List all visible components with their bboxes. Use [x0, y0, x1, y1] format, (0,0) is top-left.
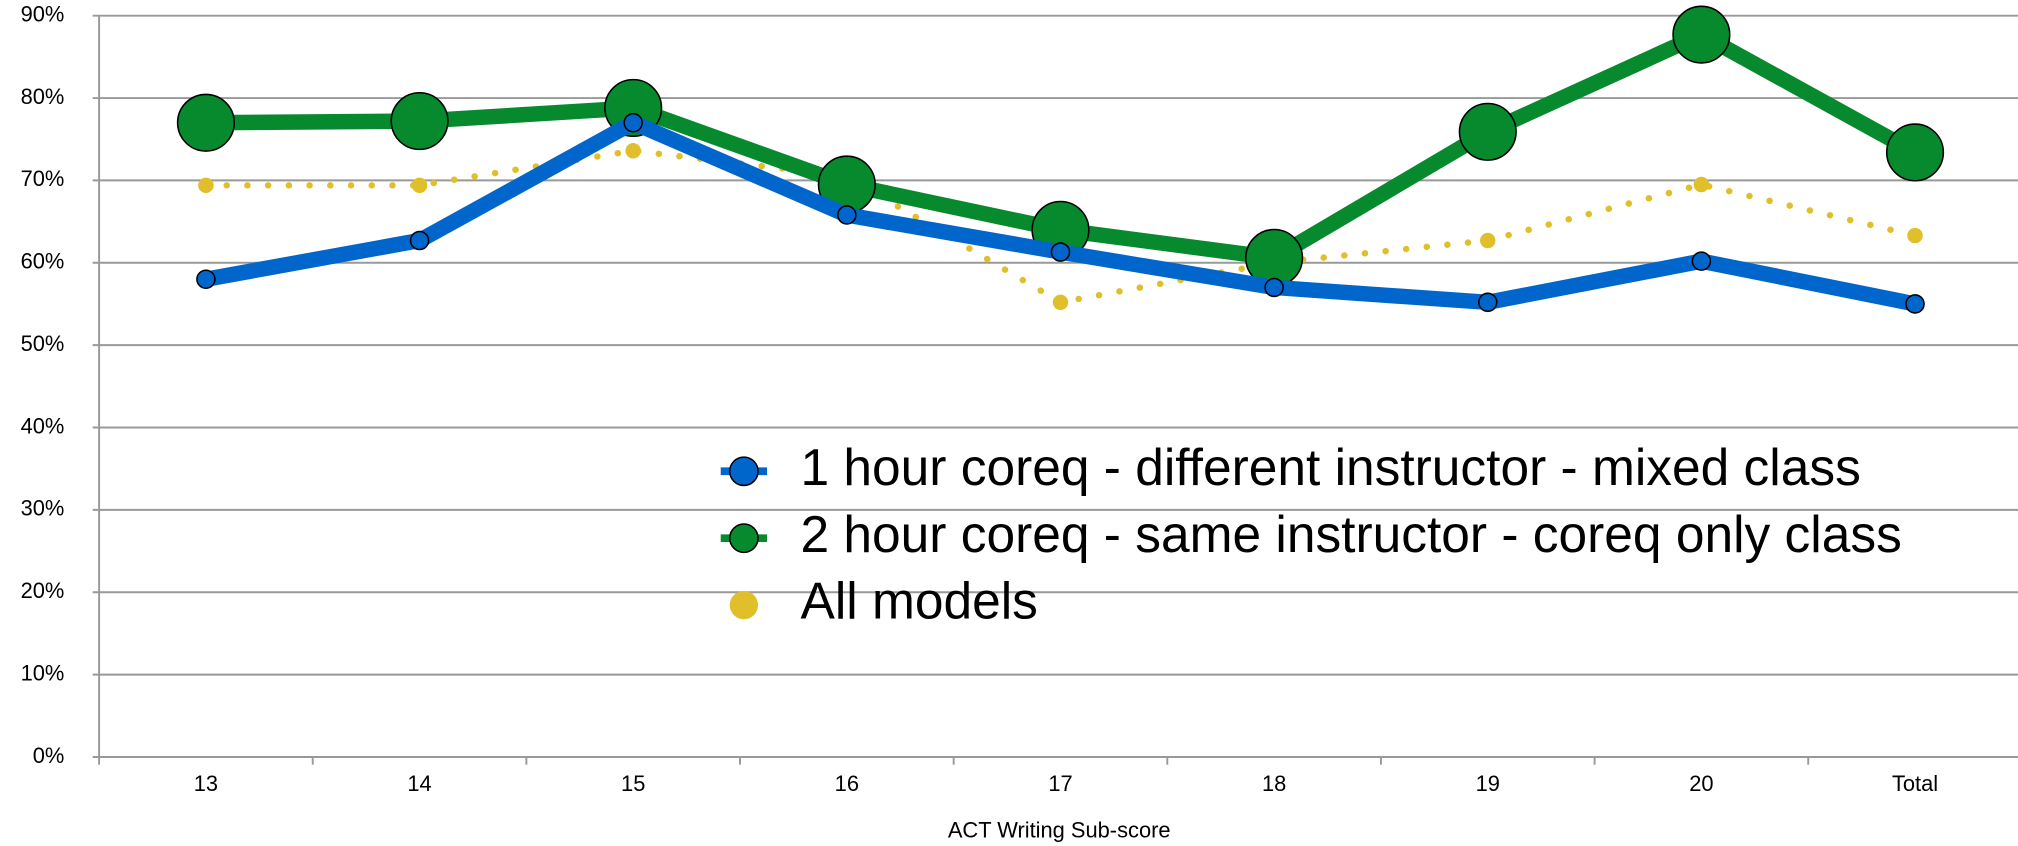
point: [390, 92, 449, 151]
point: [1052, 294, 1069, 311]
x-tick-label: 19: [1476, 771, 1500, 796]
y-tick-label: 20%: [21, 578, 65, 603]
x-tick-label: 17: [1048, 771, 1072, 796]
point: [409, 230, 430, 251]
x-tick-label: 14: [407, 771, 431, 796]
point: [176, 93, 236, 152]
point: [411, 177, 428, 194]
y-tick-label: 70%: [21, 166, 65, 191]
x-tick-label: 18: [1262, 771, 1286, 796]
legend-marker: [729, 590, 759, 620]
x-axis-label: ACT Writing Sub-score: [948, 817, 1171, 842]
point: [1264, 277, 1284, 298]
legend-marker: [728, 456, 759, 487]
y-tick-label: 30%: [21, 496, 65, 521]
point: [1907, 227, 1923, 244]
point: [1458, 102, 1517, 161]
y-tick-label: 50%: [21, 331, 65, 356]
point: [1672, 5, 1731, 64]
legend-marker: [728, 523, 759, 554]
y-tick-label: 80%: [21, 84, 65, 109]
point: [198, 177, 214, 194]
y-tick-label: 60%: [21, 249, 65, 274]
x-tick-label: 15: [621, 771, 645, 796]
point: [196, 269, 216, 290]
point: [1691, 251, 1712, 271]
point: [1480, 232, 1496, 249]
point: [623, 112, 643, 133]
y-tick-label: 40%: [21, 413, 65, 438]
point: [1050, 242, 1071, 262]
x-tick-label: 20: [1689, 771, 1713, 796]
point: [1693, 176, 1710, 193]
y-tick-label: 90%: [21, 1, 65, 26]
x-tick-label: 13: [194, 771, 218, 796]
point: [1477, 292, 1498, 313]
x-tick-label: Total: [1892, 771, 1938, 796]
y-tick-label: 0%: [33, 743, 65, 768]
point: [1905, 294, 1925, 314]
point: [1885, 123, 1945, 182]
legend-label: All models: [801, 572, 1038, 630]
point: [837, 205, 857, 225]
y-tick-label: 10%: [21, 660, 65, 685]
legend-label: 1 hour coreq - different instructor - mi…: [801, 438, 1861, 496]
x-tick-label: 16: [835, 771, 859, 796]
legend-label: 2 hour coreq - same instructor - coreq o…: [801, 505, 1902, 563]
point: [625, 143, 641, 159]
